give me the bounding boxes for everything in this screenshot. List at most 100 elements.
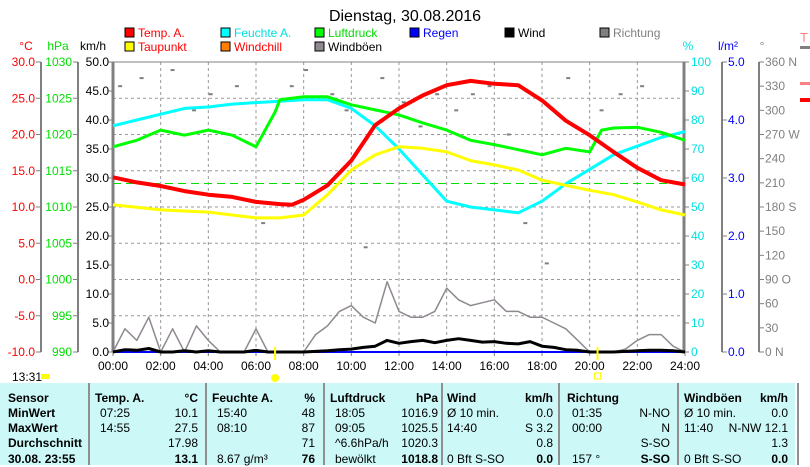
legend-label: Taupunkt (138, 40, 187, 54)
direction-tick-label: 330 (765, 79, 785, 93)
rain-tick-label: 1.0 (728, 287, 745, 301)
header-label: Temp. A. (95, 391, 144, 406)
legend-swatch (505, 28, 514, 37)
column-separator (677, 383, 679, 465)
legend-fragment-line (800, 82, 810, 85)
legend-label: Luftdruck (328, 26, 378, 40)
legend-swatch (221, 42, 230, 51)
direction-point (619, 93, 623, 95)
direction-tick-label: 90 O (765, 273, 791, 287)
direction-point (364, 246, 368, 248)
direction-point (488, 85, 492, 87)
time-tick-label: 02:00 (146, 359, 176, 373)
wind-tick-label: 10.0 (86, 287, 110, 301)
direction-tick-label: 150 (765, 224, 785, 238)
legend-label: Temp. A. (138, 26, 185, 40)
legend-swatch (221, 28, 230, 37)
header-unit: % (304, 391, 315, 406)
direction-point (118, 85, 122, 87)
direction-tick-label: 300 (765, 103, 785, 117)
pressure-tick-label: 990 (52, 345, 72, 359)
temp-tick-label: 5.0 (18, 236, 35, 250)
cell-value: N-NW 12.1 (729, 421, 788, 436)
cell-value: S 3.2 (525, 421, 553, 436)
direction-tick-label: 270 W (765, 128, 800, 142)
row-label: MaxWert (8, 421, 58, 436)
humidity-tick-label: 10 (691, 316, 705, 330)
time-tick-label: 12:00 (384, 359, 414, 373)
temp-tick-label: 30.0 (12, 55, 36, 69)
cell-left: 07:25 (100, 406, 130, 421)
direction-tick-label: 0 N (765, 345, 784, 359)
direction-point (471, 93, 475, 95)
rain-axis-unit: l/m² (718, 39, 738, 53)
direction-tick-label: 120 (765, 248, 785, 262)
cell-value: N-NO (639, 406, 670, 421)
time-tick-label: 10:00 (336, 359, 366, 373)
cell-value: 1016.9 (401, 406, 438, 421)
temp-tick-label: 10.0 (12, 200, 36, 214)
humidity-tick-label: 40 (691, 229, 705, 243)
direction-point (507, 134, 511, 136)
rain-tick-label: 2.0 (728, 229, 745, 243)
direction-point (545, 262, 549, 264)
direction-tick-label: 30 (765, 321, 779, 335)
wind-tick-label: 0.0 (92, 345, 109, 359)
direction-point (640, 85, 644, 87)
temp-tick-label: -10.0 (8, 345, 36, 359)
direction-point (600, 109, 604, 111)
column-separator (558, 383, 560, 465)
cell-left: 01:35 (572, 406, 602, 421)
time-tick-label: 14:00 (432, 359, 462, 373)
pressure-tick-label: 1010 (45, 200, 72, 214)
cell-value: 1.3 (771, 436, 788, 451)
cell-value: 87 (302, 421, 315, 436)
humidity-tick-label: 100 (691, 55, 711, 69)
temp-tick-label: 20.0 (12, 128, 36, 142)
time-tick-label: 04:00 (193, 359, 223, 373)
pressure-tick-label: 1005 (45, 236, 72, 250)
sun-icon (271, 374, 279, 382)
direction-point (330, 93, 334, 95)
cell-left: 15:40 (217, 406, 247, 421)
legend-label: Windböen (328, 40, 382, 54)
legend-label: Windchill (234, 40, 282, 54)
humidity-axis-unit: % (683, 39, 694, 53)
time-tick-label: 16:00 (479, 359, 509, 373)
cell-value: 0.0 (536, 406, 553, 421)
legend-fragment-line (800, 98, 810, 102)
cell-left: 08:10 (217, 421, 247, 436)
legend-label: Regen (423, 26, 458, 40)
cell-left: 09:05 (335, 421, 365, 436)
time-tick-label: 22:00 (622, 359, 652, 373)
cell-value: 10.1 (175, 406, 198, 421)
temp-tick-label: 0.0 (18, 273, 35, 287)
header-label: Windböen (684, 391, 742, 406)
humidity-tick-label: 90 (691, 84, 705, 98)
column-separator (88, 383, 90, 465)
row-label: Durchschnitt (8, 436, 82, 451)
temp-tick-label: 15.0 (12, 164, 36, 178)
direction-point (304, 69, 308, 71)
humidity-tick-label: 80 (691, 113, 705, 127)
column-separator (205, 383, 207, 465)
wind-tick-label: 15.0 (86, 258, 110, 272)
cell-left: 14:55 (100, 421, 130, 436)
cell-value: 1025.5 (401, 421, 438, 436)
column-separator (441, 383, 443, 465)
legend-swatch (410, 28, 419, 37)
pressure-tick-label: 1000 (45, 273, 72, 287)
pressure-axis-unit: hPa (47, 39, 69, 53)
header-sensor: Sensor (8, 391, 49, 406)
direction-point (261, 222, 265, 224)
cell-value: 17.98 (168, 436, 198, 451)
humidity-tick-label: 0 (691, 345, 698, 359)
current-time: 13:31 (12, 370, 42, 383)
direction-point (454, 109, 458, 111)
rain-tick-label: 5.0 (728, 55, 745, 69)
grid (113, 62, 685, 352)
humidity-tick-label: 20 (691, 287, 705, 301)
temp-tick-label: -5.0 (14, 309, 35, 323)
